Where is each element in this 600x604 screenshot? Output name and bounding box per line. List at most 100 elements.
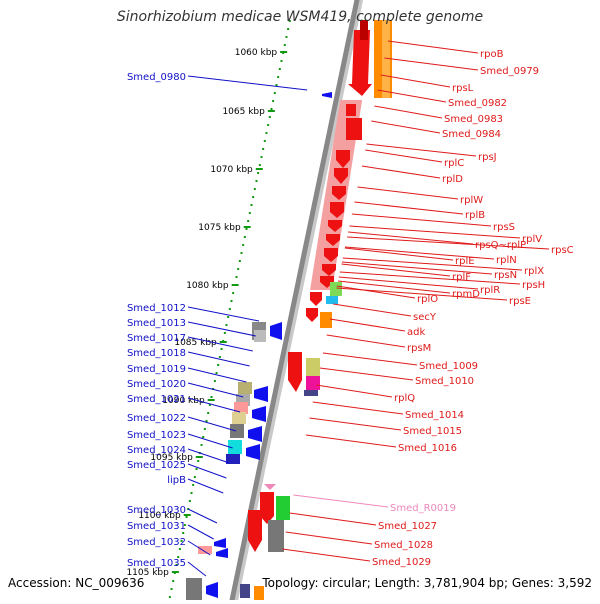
gene-bottom-orange[interactable]	[254, 586, 264, 600]
gene-label-plus[interactable]: rpsN	[494, 270, 517, 281]
gene-Smed_1017[interactable]	[270, 322, 282, 340]
gene-label-plus[interactable]: rpsQ~rplP	[475, 240, 526, 251]
gene-label-plus[interactable]: rplF	[452, 272, 471, 283]
gene-label-plus[interactable]: Smed_0984	[442, 129, 501, 140]
gene-label-plus[interactable]: rpsC	[551, 245, 574, 256]
gene-rpsS[interactable]	[328, 220, 342, 232]
gene-label-plus[interactable]: rplQ	[394, 393, 415, 404]
gene-label-plus[interactable]: adk	[407, 327, 425, 338]
gene-label-plus[interactable]: Smed_0979	[480, 66, 539, 77]
gene-label-plus[interactable]: Smed_1014	[405, 410, 464, 421]
gene-Smed_0980[interactable]	[322, 92, 332, 98]
gene-rplO[interactable]	[310, 292, 322, 306]
gene-Smed_1028[interactable]	[276, 496, 290, 520]
gene-label-plus[interactable]: rplE	[455, 256, 475, 267]
gene-rplD[interactable]	[334, 168, 348, 184]
gene-label-minus[interactable]: Smed_0980	[127, 72, 186, 83]
gene-label-plus[interactable]: rplO	[417, 294, 438, 305]
gene-rplV[interactable]	[326, 234, 340, 246]
gene-Smed_1027[interactable]	[260, 492, 274, 524]
gene-bottom-dark[interactable]	[240, 584, 250, 598]
gene-label-minus[interactable]: Smed_1024	[127, 445, 186, 456]
gene-Smed_1025b[interactable]	[248, 426, 262, 442]
gene-rplQ[interactable]	[306, 376, 320, 390]
gene-rpoB[interactable]	[348, 30, 372, 96]
gene-Smed_1025[interactable]	[254, 386, 268, 402]
gene-label-plus[interactable]: rplN	[496, 255, 517, 266]
gene-Smed_1030[interactable]	[214, 538, 226, 548]
gene-label-minus[interactable]: Smed_1012	[127, 303, 186, 314]
gene-label-plus[interactable]: Smed_1016	[398, 443, 457, 454]
gene-Smed_1010[interactable]	[306, 358, 320, 376]
gene-label-plus[interactable]: Smed_0982	[448, 98, 507, 109]
gene-label-plus[interactable]: rpsS	[493, 222, 515, 233]
gene-label-minus[interactable]: Smed_1018	[127, 348, 186, 359]
gene-label-plus[interactable]: Smed_1027	[378, 521, 437, 532]
gene-label-plus[interactable]: rpsM	[407, 343, 431, 354]
gene-label-plus[interactable]: rpsL	[452, 83, 474, 94]
gene-label-minus[interactable]: Smed_1030	[127, 505, 186, 516]
gene-label-plus[interactable]: rplC	[444, 158, 464, 169]
gene-label-plus[interactable]: rplX	[524, 266, 544, 277]
gene-label-plus[interactable]: Smed_1029	[372, 557, 431, 568]
gene-label-plus[interactable]: rplB	[465, 210, 485, 221]
gene-label-plus[interactable]: rplR	[480, 285, 500, 296]
gene-label-plus[interactable]: Smed_R0019	[390, 503, 456, 514]
gene-Smed_1021[interactable]	[232, 412, 246, 424]
gene-Smed_R0019[interactable]	[264, 484, 276, 490]
gene-label-minus[interactable]: Smed_1031	[127, 521, 186, 532]
gene-secY[interactable]	[330, 282, 342, 296]
gene-Smed_1018[interactable]	[238, 382, 252, 394]
gene-lipB[interactable]	[252, 406, 266, 422]
gene-label-minus[interactable]: Smed_1025	[127, 460, 186, 471]
gene-Smed_1031[interactable]	[198, 546, 212, 554]
gene-label-minus[interactable]: Smed_1023	[127, 430, 186, 441]
gene-rpsC[interactable]	[324, 248, 338, 262]
gene-label-plus[interactable]: Smed_1015	[403, 426, 462, 437]
gene-rpsL[interactable]	[346, 118, 362, 140]
gene-label-plus[interactable]: Smed_0983	[444, 114, 503, 125]
gene-rpsD[interactable]	[320, 312, 332, 328]
gene-label-minus[interactable]: Smed_1019	[127, 364, 186, 375]
track-dot	[195, 468, 198, 470]
gene-rpsM[interactable]	[306, 308, 318, 322]
gene-label-plus[interactable]: Smed_1009	[419, 361, 478, 372]
gene-label-plus[interactable]: rplV	[522, 234, 542, 245]
gene-rplW[interactable]	[332, 186, 346, 200]
gene-Smed_1013[interactable]	[254, 330, 266, 342]
gene-Smed_1024[interactable]	[226, 454, 240, 464]
gene-Smed_1009[interactable]	[288, 352, 302, 392]
gene-label-minus[interactable]: Smed_1022	[127, 413, 186, 424]
gene-Smed_1029b[interactable]	[248, 510, 262, 552]
gene-label-plus[interactable]: Smed_1028	[374, 540, 433, 551]
gene-Smed_1023[interactable]	[228, 440, 242, 454]
gene-label-plus[interactable]: rpsH	[522, 280, 545, 291]
gene-label-minus[interactable]: Smed_1032	[127, 537, 186, 548]
gene-rplC[interactable]	[336, 150, 350, 168]
gene-Smed_1014[interactable]	[304, 390, 318, 396]
gene-label-minus[interactable]: Smed_1035	[127, 558, 186, 569]
gene-Smed_1029[interactable]	[268, 520, 284, 552]
gene-rplB[interactable]	[330, 202, 344, 218]
gene-label-minus[interactable]: Smed_1013	[127, 318, 186, 329]
gene-rplP[interactable]	[322, 264, 336, 276]
gene-label-minus[interactable]: Smed_1017	[127, 333, 186, 344]
gene-label-plus[interactable]: rplD	[442, 174, 463, 185]
gene-adk[interactable]	[326, 296, 338, 304]
gene-label-plus[interactable]: rplW	[460, 195, 483, 206]
gene-label-plus[interactable]: rpmD	[452, 289, 480, 300]
gene-label-minus[interactable]: Smed_1020	[127, 379, 186, 390]
gene-label-plus[interactable]: secY	[413, 312, 437, 323]
gene-label-minus[interactable]: lipB	[167, 475, 186, 486]
gene-label-plus[interactable]: rpoB	[480, 49, 504, 60]
gene-Smed_1035b[interactable]	[206, 582, 218, 598]
gene-Smed_1022[interactable]	[230, 424, 244, 438]
gene-label-plus[interactable]: Smed_1010	[415, 376, 474, 387]
gene-Smed_0982[interactable]	[346, 104, 356, 116]
gene-Smed_1025c[interactable]	[246, 444, 260, 460]
gene-label-minus[interactable]: Smed_1021	[127, 394, 186, 405]
gene-Smed_1032[interactable]	[216, 548, 228, 558]
gene-label-plus[interactable]: rpsE	[509, 296, 531, 307]
gene-label-plus[interactable]: rpsJ	[478, 152, 497, 163]
gene-Smed_1035[interactable]	[186, 578, 202, 600]
